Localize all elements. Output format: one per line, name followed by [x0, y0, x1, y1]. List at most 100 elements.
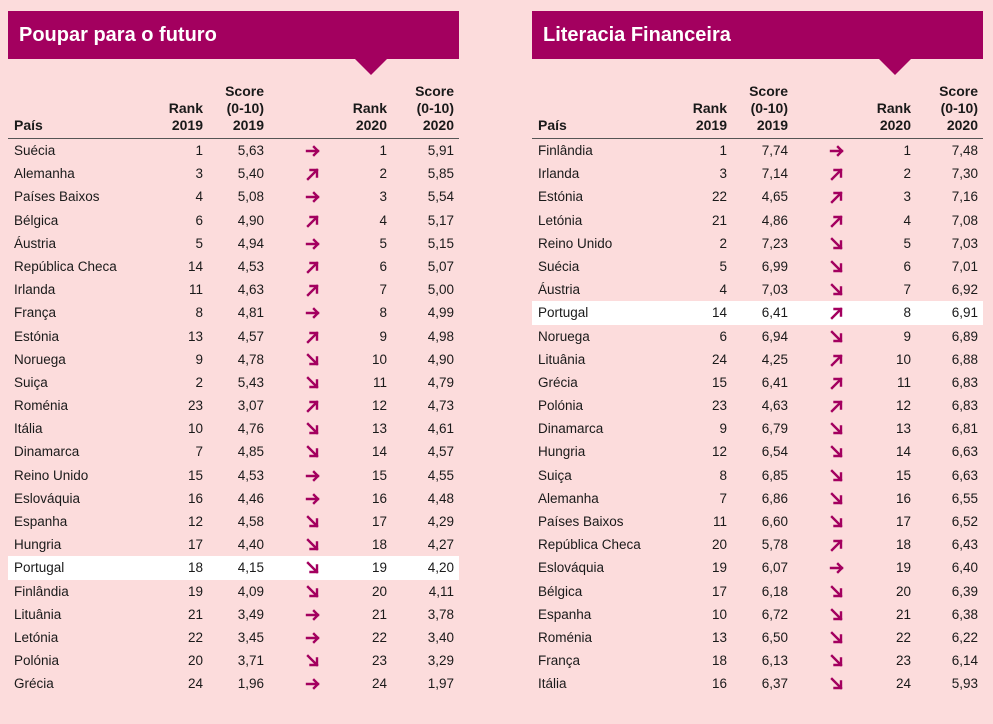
rank-2019-cell: 4: [719, 282, 727, 298]
country-cell: Irlanda: [538, 166, 580, 182]
arrow-right-icon: [305, 630, 321, 646]
arrow-down-right-icon: [305, 560, 321, 576]
table-row: Espanha 10 6,72 21 6,38: [532, 603, 983, 626]
score-2020-cell: 6,92: [951, 282, 978, 298]
arrow-down-right-icon: [829, 491, 845, 507]
rank-2019-cell: 2: [195, 374, 203, 390]
title-pointer: [879, 59, 911, 75]
arrow-down-right-icon: [305, 375, 321, 391]
score-2020-cell: 4,20: [427, 560, 454, 576]
score-2020-cell: 5,00: [427, 282, 454, 298]
score-2019-cell: 6,41: [761, 305, 788, 321]
rank-2019-cell: 20: [187, 653, 203, 669]
score-2020-cell: 3,78: [427, 606, 454, 622]
rank-2020-cell: 6: [379, 258, 387, 274]
rank-2019-cell: 14: [187, 258, 203, 274]
score-2019-cell: 3,45: [237, 629, 264, 645]
score-2019-cell: 4,53: [237, 467, 264, 483]
rank-2019-cell: 2: [719, 235, 727, 251]
table-row: Itália 10 4,76 13 4,61: [8, 417, 459, 440]
country-cell: Estónia: [538, 189, 584, 205]
rank-2020-cell: 14: [371, 444, 387, 460]
rank-2020-cell: 21: [371, 606, 387, 622]
arrow-right-icon: [305, 468, 321, 484]
table-row: Polónia 23 4,63 12 6,83: [532, 394, 983, 417]
table-row: Estónia 22 4,65 3 7,16: [532, 185, 983, 208]
score-2019-cell: 6,86: [761, 490, 788, 506]
rank-2019-cell: 7: [195, 444, 203, 460]
country-cell: Suiça: [538, 467, 572, 483]
rank-2019-cell: 7: [719, 490, 727, 506]
rank-2019-cell: 1: [719, 143, 727, 158]
arrow-up-right-icon: [829, 398, 845, 414]
score-2020-cell: 7,03: [951, 235, 978, 251]
table-row: Hungria 12 6,54 14 6,63: [532, 440, 983, 463]
country-cell: Eslováquia: [14, 490, 81, 506]
rank-2020-cell: 9: [379, 328, 387, 344]
table-panel-literacy: Literacia Financeira País Rank 2019 Score…: [532, 0, 983, 724]
rank-2020-cell: 3: [379, 189, 387, 205]
score-2020-cell: 5,91: [427, 143, 454, 158]
rank-2020-cell: 12: [895, 398, 911, 414]
table-row: Grécia 24 1,96 24 1,97: [8, 672, 459, 695]
rank-2020-cell: 23: [895, 653, 911, 669]
header-rank-2020: Rank 2020: [352, 100, 387, 133]
rank-2019-cell: 3: [195, 166, 203, 182]
table-row: Suécia 5 6,99 6 7,01: [532, 255, 983, 278]
rank-2019-cell: 5: [719, 258, 727, 274]
score-2020-cell: 4,98: [427, 328, 454, 344]
score-2020-cell: 7,16: [951, 189, 978, 205]
arrow-up-right-icon: [829, 375, 845, 391]
table-row: França 18 6,13 23 6,14: [532, 649, 983, 672]
rank-2019-cell: 4: [195, 189, 203, 205]
table-row: Noruega 6 6,94 9 6,89: [532, 325, 983, 348]
table-row: República Checa 20 5,78 18 6,43: [532, 533, 983, 556]
country-cell: Portugal: [538, 305, 589, 321]
score-2020-cell: 6,38: [951, 606, 978, 622]
score-2020-cell: 1,97: [427, 676, 454, 692]
score-2019-cell: 6,18: [761, 583, 788, 599]
country-cell: Suiça: [14, 374, 48, 390]
score-2019-cell: 4,81: [237, 305, 264, 321]
rank-2019-cell: 22: [187, 629, 203, 645]
score-2019-cell: 6,41: [761, 374, 788, 390]
score-2019-cell: 4,94: [237, 235, 264, 251]
rank-2020-cell: 13: [895, 421, 911, 437]
table-row: Irlanda 3 7,14 2 7,30: [532, 162, 983, 185]
country-cell: Polónia: [14, 653, 60, 669]
country-cell: Bélgica: [14, 212, 59, 228]
country-cell: Estónia: [14, 328, 60, 344]
table-row: Bélgica 17 6,18 20 6,39: [532, 580, 983, 603]
header-score-2019: Score (0-10) 2019: [749, 83, 788, 133]
rank-2020-cell: 20: [371, 583, 387, 599]
score-2020-cell: 4,90: [427, 351, 454, 367]
arrow-down-right-icon: [829, 514, 845, 530]
score-2019-cell: 4,58: [237, 514, 264, 529]
rank-2020-cell: 12: [371, 398, 387, 414]
header-rank-2020: Rank 2020: [876, 100, 911, 133]
country-cell: França: [14, 305, 57, 321]
arrow-down-right-icon: [305, 653, 321, 669]
table-row: Roménia 23 3,07 12 4,73: [8, 394, 459, 417]
score-2019-cell: 4,90: [237, 212, 264, 228]
score-2020-cell: 4,29: [427, 514, 454, 529]
score-2019-cell: 7,03: [761, 282, 788, 298]
country-cell: Dinamarca: [14, 444, 80, 460]
header-score-2020: Score (0-10) 2020: [415, 83, 454, 133]
arrow-down-right-icon: [829, 444, 845, 460]
score-2019-cell: 4,63: [237, 282, 264, 298]
arrow-right-icon: [305, 491, 321, 507]
score-2019-cell: 4,76: [237, 421, 264, 437]
country-cell: Roménia: [14, 398, 69, 414]
table-row: Finlândia 19 4,09 20 4,11: [8, 580, 459, 603]
country-cell: França: [538, 653, 581, 669]
table-row: Suiça 8 6,85 15 6,63: [532, 464, 983, 487]
country-cell: Polónia: [538, 398, 584, 414]
score-2019-cell: 6,13: [761, 653, 788, 669]
score-2019-cell: 4,46: [237, 490, 264, 506]
score-2020-cell: 6,14: [951, 653, 978, 669]
arrow-up-right-icon: [305, 282, 321, 298]
rank-2019-cell: 15: [711, 374, 727, 390]
rank-2020-cell: 6: [903, 258, 911, 274]
rank-2020-cell: 4: [379, 212, 387, 228]
